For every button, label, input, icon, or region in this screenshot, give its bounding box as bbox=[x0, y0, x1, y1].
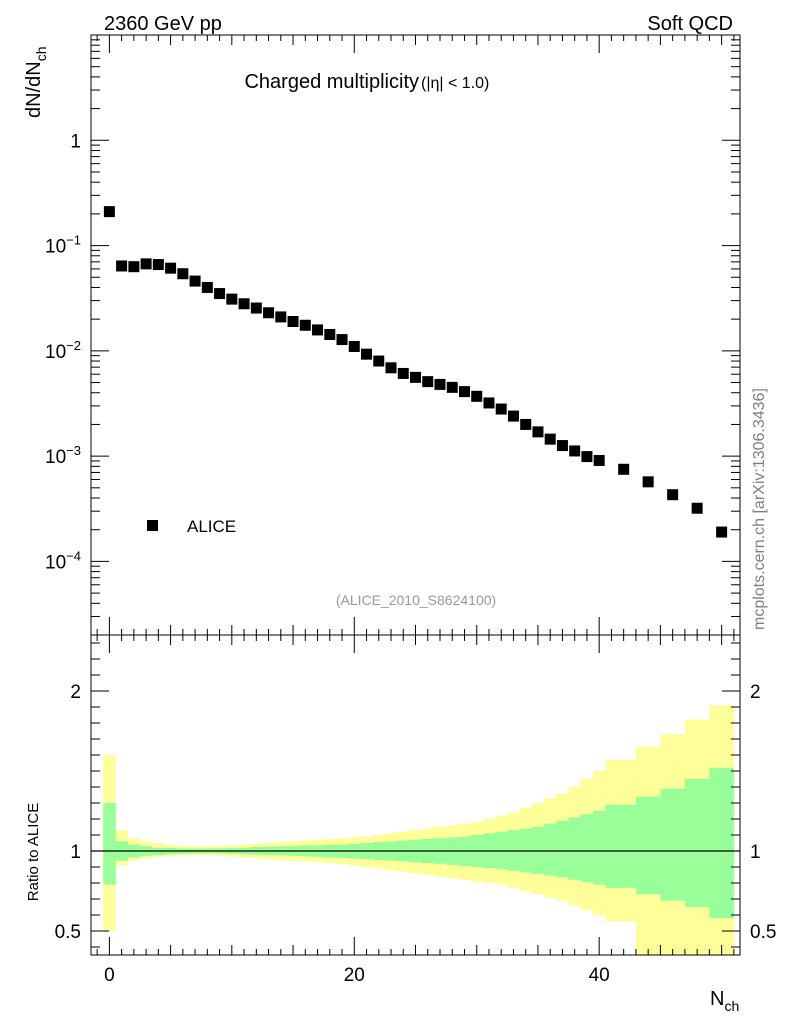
data-point bbox=[496, 404, 507, 415]
y-tick-label-exponent: −3 bbox=[66, 443, 81, 458]
data-point bbox=[557, 440, 568, 451]
data-point bbox=[532, 426, 543, 437]
data-point bbox=[153, 259, 164, 270]
data-point bbox=[239, 298, 250, 309]
chart-title: Charged multiplicity bbox=[244, 71, 419, 93]
data-point bbox=[202, 282, 213, 293]
y-tick-label-mantissa: 10 bbox=[45, 342, 66, 363]
data-point bbox=[483, 397, 494, 408]
data-point bbox=[422, 376, 433, 387]
uncertainty-band-inner bbox=[685, 779, 710, 907]
data-point bbox=[386, 362, 397, 373]
data-point bbox=[251, 303, 262, 314]
x-axis-label-main: N bbox=[710, 988, 724, 1010]
data-point bbox=[594, 455, 605, 466]
y-tick-label-exponent: −1 bbox=[66, 233, 81, 248]
data-point bbox=[116, 260, 127, 271]
data-point bbox=[337, 334, 348, 345]
x-tick-label: 0 bbox=[104, 965, 115, 986]
y-tick-label-mantissa: 10 bbox=[45, 237, 66, 258]
data-point bbox=[128, 261, 139, 272]
analysis-id: (ALICE_2010_S8624100) bbox=[336, 592, 496, 608]
data-point bbox=[618, 464, 629, 475]
chart-title-cut: (|η| < 1.0) bbox=[421, 75, 489, 92]
data-point bbox=[300, 320, 311, 331]
side-label: mcplots.cern.ch [arXiv:1306.3436] bbox=[751, 388, 768, 630]
uncertainty-band-inner bbox=[709, 768, 734, 918]
y-axis-label-sub: ch bbox=[33, 47, 49, 62]
ratio-axis-label: Ratio to ALICE bbox=[25, 803, 42, 901]
x-axis-label-sub: ch bbox=[724, 998, 739, 1014]
y-tick-label-mantissa: 10 bbox=[45, 447, 66, 468]
y-axis-label: dN/dNch bbox=[23, 47, 49, 119]
ratio-y-tick-label-right: 0.5 bbox=[750, 922, 776, 943]
data-point bbox=[569, 445, 580, 456]
ratio-y-tick-label-left: 0.5 bbox=[55, 922, 81, 943]
data-point bbox=[190, 276, 201, 287]
data-point bbox=[349, 341, 360, 352]
data-point bbox=[459, 386, 470, 397]
data-point bbox=[275, 311, 286, 322]
data-point bbox=[471, 391, 482, 402]
uncertainty-band-inner bbox=[556, 821, 569, 878]
data-point bbox=[508, 411, 519, 422]
data-point bbox=[214, 288, 225, 299]
y-tick-label: 1 bbox=[70, 131, 81, 152]
uncertainty-band-inner bbox=[544, 824, 557, 876]
uncertainty-band-inner bbox=[605, 805, 636, 888]
y-tick-label-exponent: −4 bbox=[66, 548, 81, 563]
data-point bbox=[692, 503, 703, 514]
energy-label: 2360 GeV pp bbox=[104, 13, 222, 35]
data-point bbox=[263, 307, 274, 318]
main-frame bbox=[91, 35, 740, 635]
uncertainty-band-inner bbox=[103, 803, 116, 885]
y-tick-label: 10−3 bbox=[45, 443, 81, 468]
uncertainty-band-inner bbox=[569, 817, 582, 879]
ratio-y-tick-label-left: 2 bbox=[70, 682, 81, 703]
data-point bbox=[165, 263, 176, 274]
uncertainty-band-inner bbox=[660, 789, 685, 901]
y-tick-label: 10−1 bbox=[45, 233, 81, 258]
data-point bbox=[716, 527, 727, 538]
uncertainty-band-inner bbox=[636, 797, 661, 895]
legend-label: ALICE bbox=[187, 517, 236, 536]
data-point bbox=[288, 316, 299, 327]
data-point bbox=[361, 349, 372, 360]
main-panel: 110−110−210−310−4 bbox=[45, 35, 740, 635]
data-point bbox=[226, 294, 237, 305]
data-point bbox=[667, 489, 678, 500]
data-point bbox=[434, 379, 445, 390]
y-tick-label: 10−2 bbox=[45, 338, 81, 363]
x-tick-label: 40 bbox=[589, 965, 610, 986]
y-axis-label-main: dN/dN bbox=[23, 61, 45, 118]
y-tick-label: 10−4 bbox=[45, 548, 81, 573]
data-point bbox=[410, 372, 421, 383]
uncertainty-band-inner bbox=[593, 811, 606, 885]
data-point bbox=[373, 356, 384, 367]
data-point bbox=[581, 451, 592, 462]
uncertainty-band-inner bbox=[581, 814, 594, 882]
data-point bbox=[447, 382, 458, 393]
data-point bbox=[177, 268, 188, 279]
data-point bbox=[398, 368, 409, 379]
data-point bbox=[312, 324, 323, 335]
ratio-y-tick-label-right: 2 bbox=[750, 682, 761, 703]
ratio-y-tick-label-right: 1 bbox=[750, 842, 761, 863]
process-label: Soft QCD bbox=[647, 13, 733, 35]
ratio-panel: 0 20 40 0.5 0.5 1 1 2 2 bbox=[55, 635, 777, 986]
data-point bbox=[104, 206, 115, 217]
y-tick-label-exponent: −2 bbox=[66, 338, 81, 353]
data-point bbox=[545, 434, 556, 445]
data-point bbox=[141, 258, 152, 269]
data-point bbox=[324, 329, 335, 340]
x-tick-label: 20 bbox=[344, 965, 365, 986]
x-axis-label: Nch bbox=[710, 988, 739, 1014]
data-point bbox=[520, 419, 531, 430]
ratio-y-tick-label-left: 1 bbox=[70, 842, 81, 863]
y-tick-label-mantissa: 10 bbox=[45, 552, 66, 573]
legend-marker bbox=[147, 520, 158, 531]
data-point bbox=[643, 476, 654, 487]
